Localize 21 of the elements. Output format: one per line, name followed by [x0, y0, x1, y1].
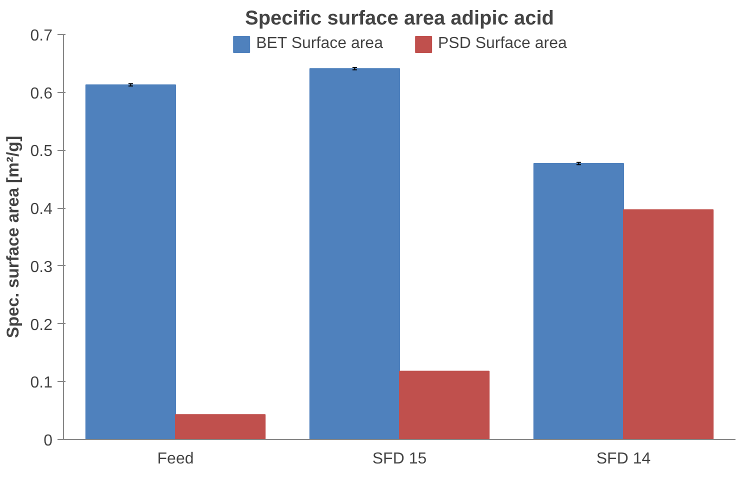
y-tick-label: 0.4: [30, 201, 53, 218]
bar: [309, 68, 400, 440]
y-tick-label: 0.1: [30, 374, 53, 392]
y-tick-label: 0.7: [30, 28, 53, 44]
y-tick-label: 0.5: [30, 143, 53, 160]
y-tick-label: 0: [44, 432, 53, 450]
y-tick-label: 0.6: [30, 85, 53, 102]
bar: [399, 370, 490, 440]
x-tick-label: Feed: [157, 450, 194, 468]
legend-label: BET Surface area: [256, 35, 383, 53]
bar: [175, 414, 266, 440]
bar: [533, 163, 624, 440]
legend-label: PSD Surface area: [438, 35, 567, 53]
chart-title: Specific surface area adipic acid: [244, 8, 554, 30]
y-tick-label: 0.3: [30, 258, 53, 276]
x-tick-label: SFD 14: [596, 450, 651, 468]
bar: [85, 84, 176, 440]
x-tick-label: SFD 15: [372, 450, 427, 468]
y-tick-label: 0.2: [30, 316, 53, 334]
bar: [623, 209, 714, 440]
y-axis-title: Spec. surface area [m²/g]: [3, 136, 22, 338]
